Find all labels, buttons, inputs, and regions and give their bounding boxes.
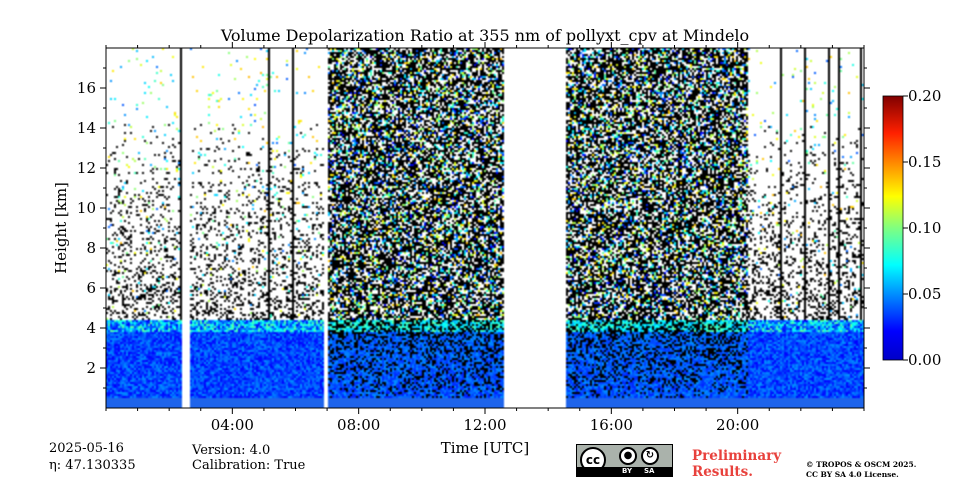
copyright-line-2: CC BY SA 4.0 License. [806,470,899,479]
share-alike-icon: ↻ [641,447,659,465]
footer-calibration: Calibration: True [192,458,306,473]
copyright-notice: © TROPOS & OSCM 2025. CC BY SA 4.0 Licen… [806,460,916,480]
footer-eta: η: 47.130335 [49,458,136,473]
y-tick-label: 6 [86,279,96,297]
colorbar-tick-label: 0.20 [908,87,941,105]
plot-area [105,47,865,409]
cc-by-label: BY [622,467,633,475]
footer-version: Version: 4.0 [192,443,271,458]
x-tick-label: 08:00 [337,416,380,434]
preliminary-line-1: Preliminary [692,448,782,464]
y-tick-label: 4 [86,319,96,337]
cc-badge-bar [577,467,672,476]
x-axis: 04:00 08:00 12:00 16:00 20:00 [105,42,865,434]
x-tick-label: 20:00 [716,416,759,434]
y-tick-label: 14 [77,119,96,137]
colorbar-tick-label: 0.10 [908,219,941,237]
x-tick-label: 04:00 [211,416,254,434]
y-axis: 2 4 6 8 10 12 14 16 [77,67,870,389]
cc-license-badge: cc ● ↻ BY SA [576,444,673,477]
copyright-line-1: © TROPOS & OSCM 2025. [806,460,917,469]
y-tick-label: 12 [77,159,96,177]
x-tick-label: 16:00 [590,416,633,434]
x-axis-title: Time [UTC] [441,439,530,457]
y-tick-label: 16 [77,79,96,97]
y-axis-title: Height [km] [52,182,70,274]
cc-sa-label: SA [644,467,655,475]
preliminary-line-2: Results. [692,464,753,480]
depolarization-heatmap [106,48,864,408]
colorbar: 0.00 0.05 0.10 0.15 0.20 [882,87,941,369]
footer-date: 2025-05-16 [49,441,124,456]
preliminary-notice: Preliminary Results. [692,448,781,480]
y-tick-label: 10 [77,199,96,217]
chart-title: Volume Depolarization Ratio at 355 nm of… [220,26,749,45]
y-tick-label: 2 [86,359,96,377]
colorbar-scale [882,95,904,361]
y-tick-label: 8 [86,239,96,257]
attribution-person-icon: ● [619,447,637,465]
x-tick-label: 12:00 [463,416,506,434]
colorbar-tick-label: 0.05 [908,285,941,303]
colorbar-tick-label: 0.00 [908,351,941,369]
colorbar-tick-label: 0.15 [908,153,941,171]
